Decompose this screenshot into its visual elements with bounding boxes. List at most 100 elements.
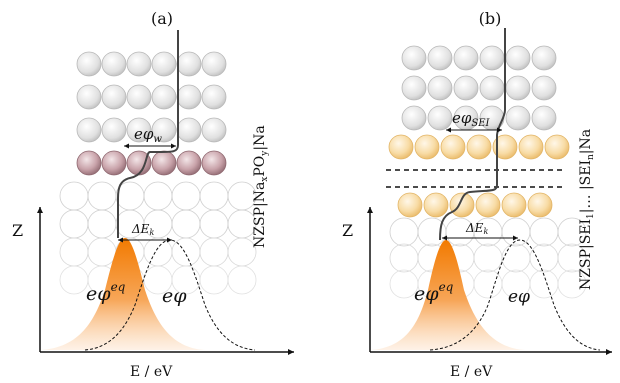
outline-sphere [389,243,419,273]
grey-sphere [176,84,202,110]
panel-b-work-function-label: eφSEI [452,109,491,129]
grey-sphere [201,51,227,77]
outline-sphere [143,237,173,267]
outline-sphere [501,217,531,247]
grey-sphere [401,75,427,101]
panel-a-mauve-spheres [76,150,227,176]
outline-sphere [529,217,559,247]
outline-sphere [87,209,117,239]
outline-sphere [59,209,89,239]
outline-sphere [87,237,117,267]
grey-sphere [126,117,152,143]
outline-sphere [501,243,531,273]
outline-sphere [529,243,559,273]
grey-sphere [201,117,227,143]
grey-sphere [201,84,227,110]
grey-sphere [427,45,453,71]
outline-sphere [171,237,201,267]
outline-sphere [59,265,89,295]
panel-a-shifted-label: eφ [162,285,187,307]
outline-sphere [199,181,229,211]
mauve-sphere [176,150,202,176]
grey-sphere [151,84,177,110]
panel-a-delta-ek-label: ΔEk [131,222,154,237]
panel-b-interface-label: NZSP|SEI1|… |SEIn|Na [578,129,596,290]
grey-sphere [427,105,453,131]
sei-sphere [518,134,544,160]
outline-sphere [557,243,587,273]
grey-sphere [401,45,427,71]
outline-sphere [143,181,173,211]
sei-sphere [423,192,449,218]
outline-sphere [557,269,587,299]
grey-sphere [101,51,127,77]
panel-b: (b) eφSEI ΔEk eφeq eφ Z E / eV NZSP|SEI1… [342,9,612,380]
panel-b-potential-curve [439,28,506,241]
grey-sphere [427,75,453,101]
outline-sphere [59,237,89,267]
grey-sphere [505,45,531,71]
grey-sphere [176,51,202,77]
outline-sphere [557,217,587,247]
panel-a: (a) eφw ΔEk eφeq eφ Z E / eV NZSP|NaxPOy… [12,9,294,380]
sei-sphere [492,134,518,160]
panel-a-z-label: Z [12,221,23,240]
grey-sphere [126,84,152,110]
panel-b-eq-label: eφeq [414,280,454,305]
grey-sphere [479,45,505,71]
mauve-sphere [151,150,177,176]
grey-sphere [505,75,531,101]
panel-a-outline-spheres [59,181,257,295]
grey-sphere [76,51,102,77]
outline-sphere [171,209,201,239]
panel-b-sei-spheres-bottom [397,192,553,218]
outline-sphere [199,237,229,267]
grey-sphere [453,75,479,101]
grey-sphere [76,84,102,110]
panel-b-shifted-distribution [429,239,601,351]
mauve-sphere [76,150,102,176]
outline-sphere [87,181,117,211]
outline-sphere [171,181,201,211]
grey-sphere [531,75,557,101]
panel-a-potential-curve [117,30,179,238]
sei-sphere [397,192,423,218]
sei-sphere [527,192,553,218]
outline-sphere [227,265,257,295]
sei-sphere [544,134,570,160]
grey-sphere [151,117,177,143]
panel-b-eq-distribution [370,240,525,350]
panel-b-sei-spheres-top [388,134,570,160]
sei-sphere [501,192,527,218]
panel-a-label: (a) [151,9,173,28]
grey-sphere [176,117,202,143]
grey-sphere [401,105,427,131]
grey-sphere [151,51,177,77]
mauve-sphere [101,150,127,176]
grey-sphere [126,51,152,77]
mauve-sphere [201,150,227,176]
panel-b-label: (b) [479,9,502,28]
sei-sphere [466,134,492,160]
grey-sphere [531,45,557,71]
sei-sphere [440,134,466,160]
sei-sphere [449,192,475,218]
grey-sphere [453,45,479,71]
sei-sphere [414,134,440,160]
grey-sphere [479,75,505,101]
grey-sphere [101,84,127,110]
panel-b-shifted-label: eφ [508,287,530,307]
panel-a-grey-spheres [76,51,227,143]
panel-a-eq-distribution [40,238,205,350]
grey-sphere [101,117,127,143]
panel-b-delta-ek-label: ΔEk [465,221,488,236]
grey-sphere [531,105,557,131]
grey-sphere [505,105,531,131]
outline-sphere [389,217,419,247]
panel-a-interface-label: NZSP|NaxPOy|Na [252,125,270,248]
sei-sphere [388,134,414,160]
outline-sphere [199,209,229,239]
outline-sphere [199,265,229,295]
outline-sphere [473,243,503,273]
